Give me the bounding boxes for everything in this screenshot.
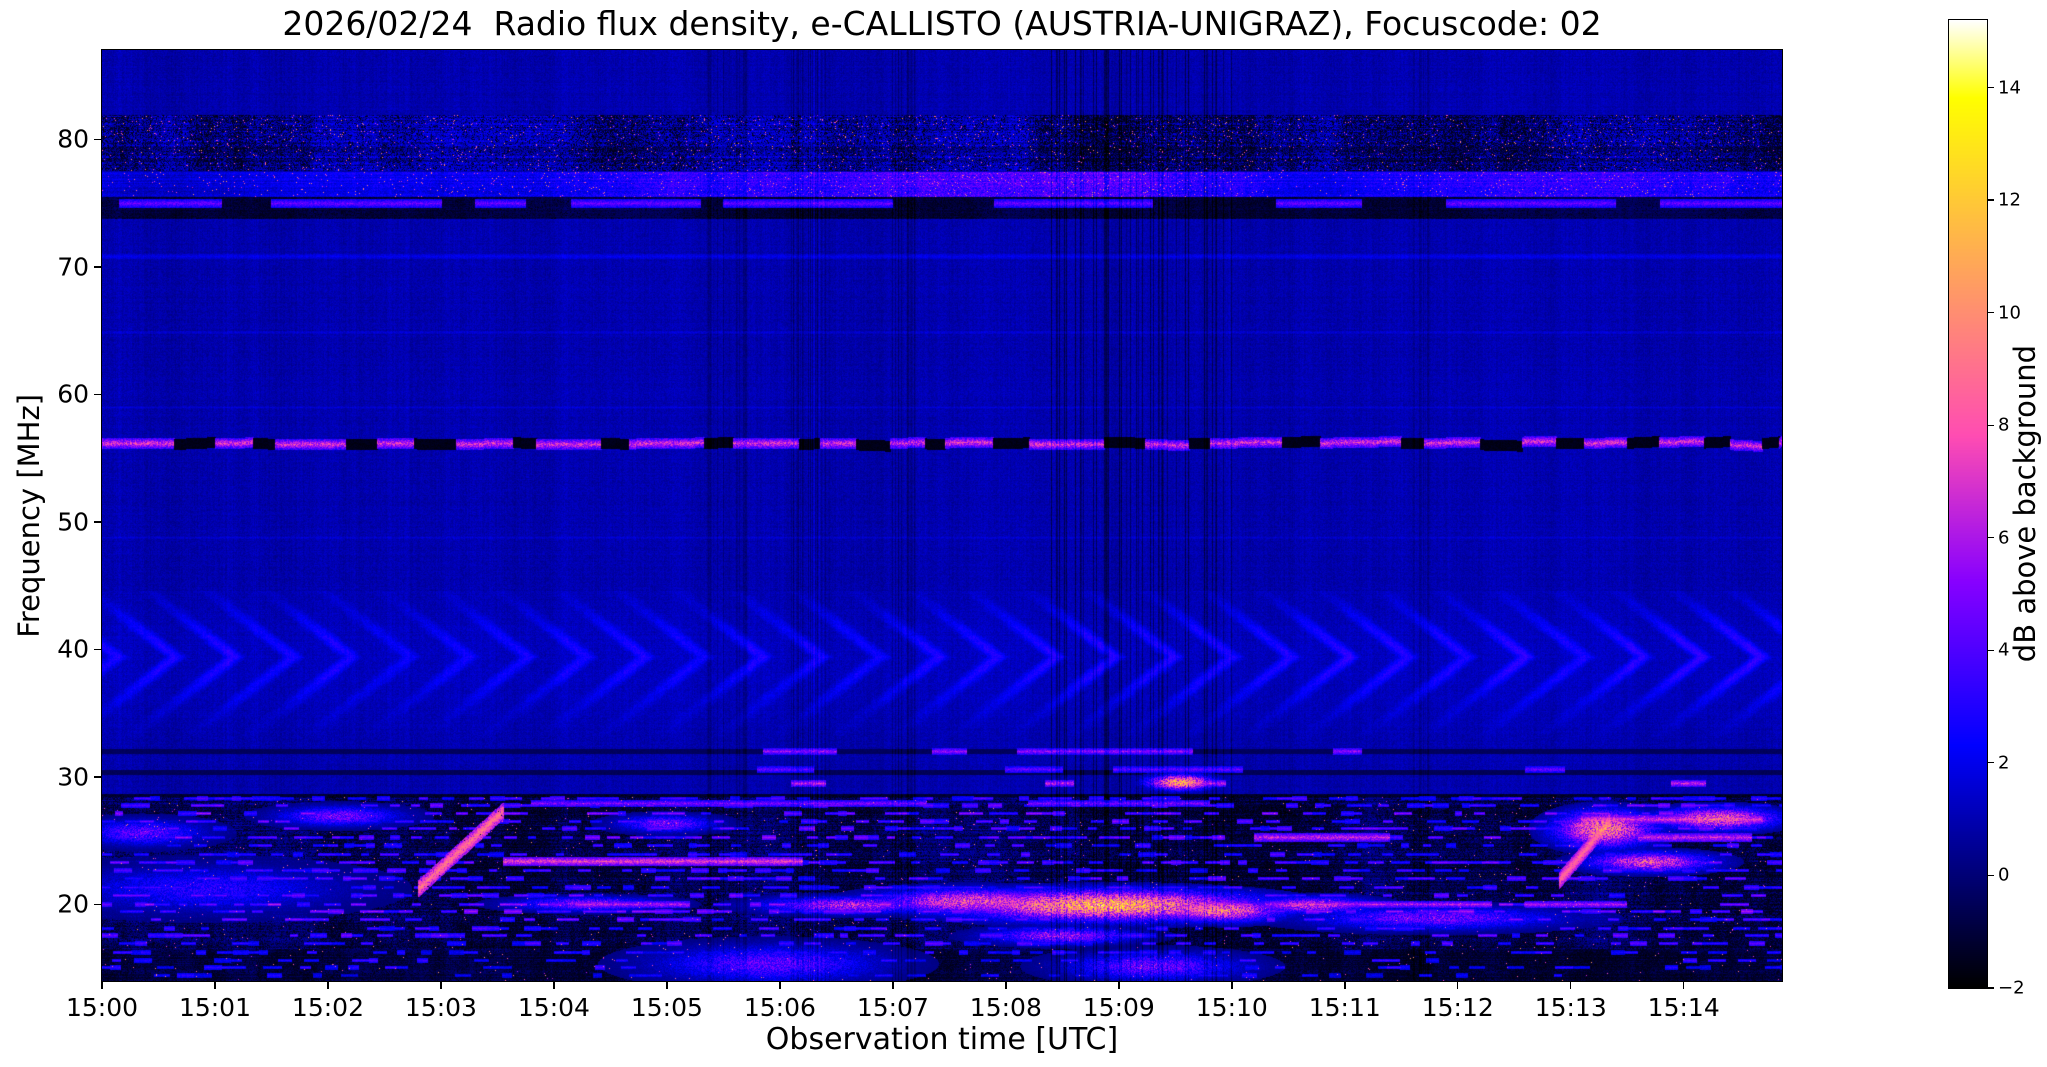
x-tick-label: 15:05 [630, 993, 703, 1022]
colorbar-tick-mark [1988, 312, 1994, 314]
y-tick-mark [94, 903, 101, 906]
spectrogram-canvas [102, 50, 1782, 981]
x-tick-label: 15:06 [743, 993, 816, 1022]
x-tick-mark [1569, 982, 1572, 989]
x-tick-mark [892, 982, 894, 989]
x-tick-label: 15:12 [1421, 993, 1494, 1022]
colorbar-tick-label: 10 [1998, 302, 2021, 324]
y-tick-label: 60 [57, 379, 89, 409]
x-tick-mark [666, 982, 668, 989]
colorbar [1948, 19, 1988, 989]
y-tick-mark [94, 776, 101, 778]
x-tick-label: 15:04 [517, 993, 590, 1022]
x-tick-label: 15:09 [1082, 993, 1155, 1022]
x-tick-label: 15:13 [1534, 993, 1607, 1022]
colorbar-tick-label: 14 [1998, 77, 2021, 99]
y-tick-label: 20 [57, 889, 89, 919]
x-tick-mark [214, 982, 216, 989]
x-tick-mark [1005, 982, 1007, 989]
x-tick-label: 15:07 [856, 993, 929, 1022]
plot-area [101, 49, 1783, 982]
y-tick-mark [94, 138, 101, 141]
x-tick-mark [553, 982, 555, 989]
colorbar-tick-mark [1988, 649, 1994, 651]
colorbar-tick-label: −2 [1998, 977, 2025, 999]
colorbar-tick-mark [1988, 874, 1994, 877]
colorbar-tick-mark [1988, 537, 1994, 539]
x-tick-label: 15:03 [404, 993, 477, 1022]
y-axis-label: Frequency [MHz] [12, 393, 46, 638]
x-tick-mark [327, 982, 329, 989]
x-tick-mark [1682, 982, 1685, 989]
x-tick-label: 15:11 [1308, 993, 1381, 1022]
x-tick-mark [440, 982, 442, 989]
y-tick-label: 50 [57, 507, 89, 537]
x-axis-label: Observation time [UTC] [765, 1022, 1119, 1057]
y-tick-mark [94, 393, 101, 396]
y-tick-label: 70 [57, 252, 89, 282]
x-tick-label: 15:08 [969, 993, 1042, 1022]
chart-title: 2026/02/24 Radio flux density, e-CALLIST… [282, 4, 1602, 43]
y-tick-label: 80 [57, 124, 89, 154]
y-tick-label: 40 [57, 634, 89, 664]
x-tick-mark [779, 982, 781, 989]
x-tick-mark [1456, 982, 1459, 989]
x-tick-label: 15:14 [1647, 993, 1720, 1022]
x-tick-mark [1344, 982, 1346, 989]
colorbar-tick-label: 12 [1998, 189, 2021, 211]
y-tick-mark [94, 521, 101, 523]
colorbar-tick-mark [1988, 762, 1994, 764]
colorbar-tick-label: 4 [1998, 639, 2010, 661]
colorbar-tick-mark [1988, 424, 1994, 426]
x-tick-label: 15:01 [178, 993, 251, 1022]
colorbar-tick-label: 6 [1998, 527, 2010, 549]
colorbar-tick-mark [1988, 86, 1994, 89]
y-axis-label-wrap: Frequency [MHz] [12, 50, 46, 981]
y-tick-mark [94, 266, 101, 268]
colorbar-tick-label: 8 [1998, 414, 2010, 436]
x-tick-mark [1118, 982, 1120, 989]
x-tick-label: 15:02 [291, 993, 364, 1022]
colorbar-label-wrap: dB above background [2008, 20, 2042, 988]
colorbar-tick-label: 0 [1998, 864, 2010, 886]
x-tick-label: 15:10 [1195, 993, 1268, 1022]
colorbar-label: dB above background [2008, 345, 2042, 663]
colorbar-tick-mark [1988, 987, 1994, 989]
colorbar-tick-label: 2 [1998, 752, 2010, 774]
colorbar-tick-mark [1988, 199, 1994, 201]
x-tick-mark [101, 982, 103, 989]
colorbar-canvas [1949, 20, 1987, 988]
x-tick-mark [1231, 982, 1233, 989]
y-tick-mark [94, 648, 101, 651]
x-tick-label: 15:00 [65, 993, 139, 1022]
y-tick-label: 30 [57, 762, 89, 792]
